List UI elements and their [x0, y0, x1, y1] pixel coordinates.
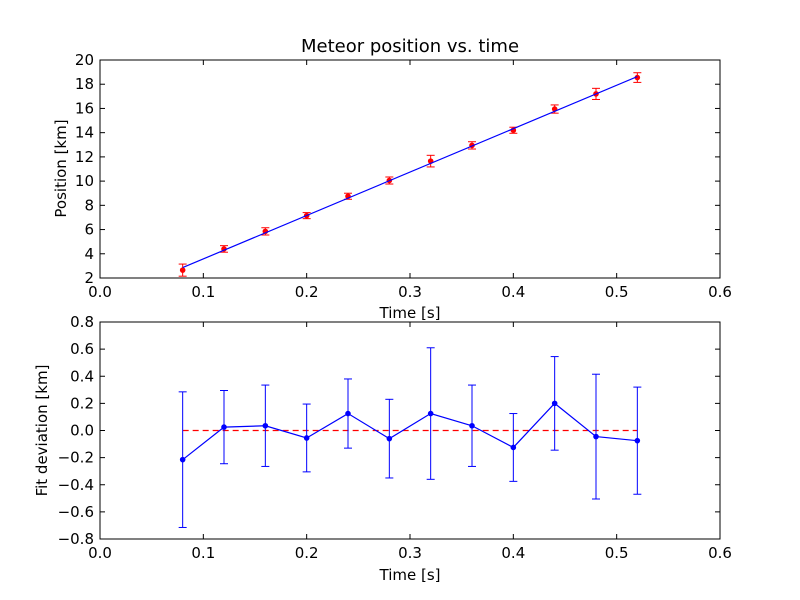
y-tick-label: 10 [75, 172, 94, 190]
y-tick-label: −0.4 [58, 476, 94, 494]
data-point [386, 435, 393, 442]
axes-frame [99, 321, 721, 540]
y-tick-label: 0.4 [70, 367, 94, 385]
data-point [262, 422, 269, 429]
y-tick-label: −0.6 [58, 503, 94, 521]
data-point [510, 444, 517, 451]
y-tick-label: −0.2 [58, 449, 94, 467]
x-tick-labels: 0.0 0.1 0.2 0.3 0.4 0.5 0.6 [88, 283, 732, 301]
x-tick-label: 0.6 [708, 283, 732, 301]
x-tick-label: 0.3 [398, 283, 422, 301]
data-point [179, 456, 186, 463]
y-tick-label: 8 [84, 196, 94, 214]
y-tick-label: 0.2 [70, 394, 94, 412]
y-axis-label: Fit deviation [km] [33, 365, 51, 497]
axes-frame [99, 59, 721, 279]
y-tick-label: 2 [84, 269, 94, 287]
x-tick-labels: 0.0 0.1 0.2 0.3 0.4 0.5 0.6 [88, 544, 732, 562]
y-tick-label: 4 [84, 245, 94, 263]
y-tick-label: 0.0 [70, 422, 94, 440]
y-tick-labels: 2 4 6 8 10 12 14 16 18 20 [75, 51, 94, 287]
x-tick-label: 0.5 [605, 283, 629, 301]
x-tick-label: 0.4 [501, 283, 525, 301]
y-tick-label: 16 [75, 99, 94, 117]
y-tick-label: 12 [75, 148, 94, 166]
data-point [179, 267, 186, 273]
y-axis-label: Position [km] [52, 119, 70, 217]
x-axis-label: Time [s] [379, 566, 441, 584]
y-tick-label: 20 [75, 51, 94, 69]
y-tick-labels: −0.8 −0.6 −0.4 −0.2 0.0 0.2 0.4 0.6 0.8 [58, 313, 94, 548]
deviation-subplot: Time [s] Fit deviation [km] 0.0 0.1 0.2 0.3… [33, 313, 732, 584]
x-tick-label: 0.1 [191, 283, 215, 301]
x-tick-label: 0.0 [88, 544, 112, 562]
chart-title: Meteor position vs. time [301, 36, 519, 57]
data-point [551, 400, 558, 407]
x-tick-label: 0.2 [295, 544, 319, 562]
data-point [221, 424, 227, 430]
x-tick-label: 0.3 [398, 544, 422, 562]
y-tick-label: 0.8 [70, 313, 94, 331]
data-point [634, 437, 641, 444]
position-subplot: Meteor position vs. time Time [s] Positi… [52, 36, 732, 322]
data-point [345, 410, 351, 417]
plot-area [99, 321, 721, 540]
y-tick-label: 0.6 [70, 340, 94, 358]
x-tick-label: 0.0 [88, 283, 112, 301]
plot-area [99, 59, 721, 279]
y-tick-label: 6 [84, 221, 94, 239]
x-tick-label: 0.2 [295, 283, 319, 301]
deviation-line [182, 402, 638, 461]
data-point [303, 435, 310, 441]
x-tick-label: 0.1 [191, 544, 215, 562]
x-tick-label: 0.6 [708, 544, 732, 562]
data-point [427, 410, 434, 417]
y-tick-label: 18 [75, 75, 94, 93]
x-tick-label: 0.5 [605, 544, 629, 562]
y-tick-label: −0.8 [58, 530, 94, 548]
x-axis-label: Time [s] [379, 304, 441, 322]
fit-line [182, 76, 638, 269]
y-tick-label: 14 [75, 124, 94, 142]
data-point [593, 433, 599, 440]
data-point [469, 422, 475, 429]
x-tick-label: 0.4 [501, 544, 525, 562]
